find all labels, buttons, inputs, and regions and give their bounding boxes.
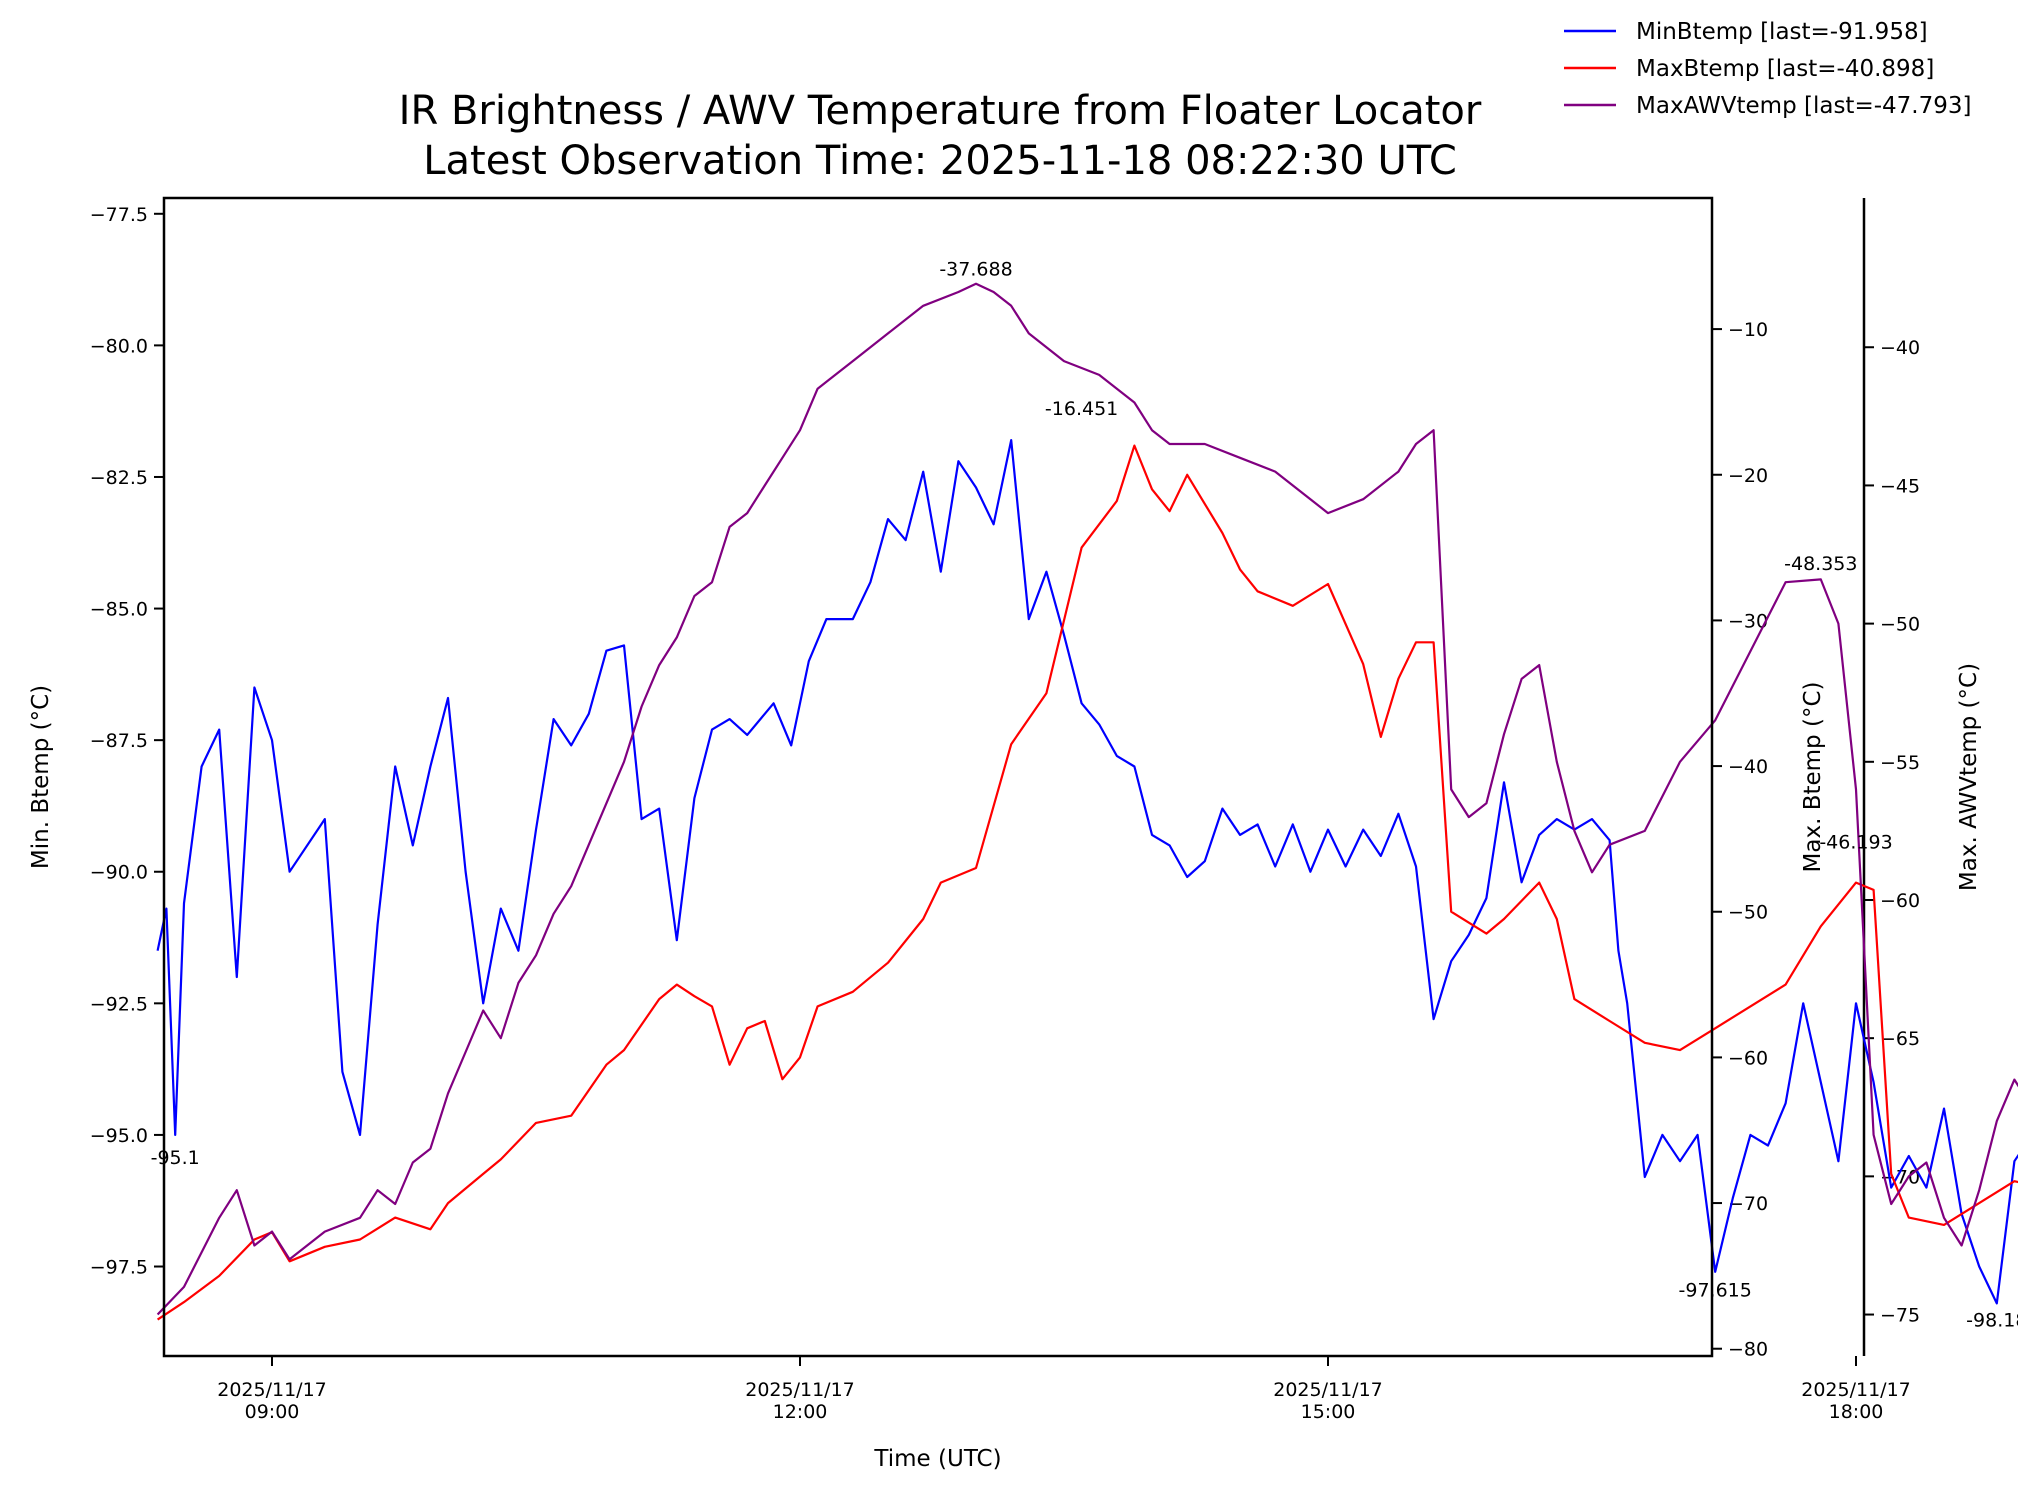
y-tick-label-awv: −55 — [1880, 752, 1920, 774]
y-tick-label-max: −70 — [1728, 1193, 1768, 1215]
data-label: -97.615 — [1679, 1280, 1752, 1302]
data-label: -95.1 — [151, 1147, 200, 1169]
y-tick-label-min: −82.5 — [90, 467, 148, 489]
data-label: -48.353 — [1784, 553, 1857, 575]
x-tick-label-time: 18:00 — [1829, 1401, 1884, 1423]
y-axis-label-max: Max. Btemp (°C) — [1800, 682, 1826, 873]
y-tick-label-max: −40 — [1728, 756, 1768, 778]
y-tick-label-min: −97.5 — [90, 1257, 148, 1279]
y-tick-label-max: −20 — [1728, 465, 1768, 487]
data-label: -16.451 — [1045, 398, 1118, 420]
x-tick-label-date: 2025/11/17 — [1273, 1379, 1383, 1401]
y-tick-label-min: −95.0 — [90, 1125, 148, 1147]
y-tick-label-min: −92.5 — [90, 993, 148, 1015]
y-tick-label-max: −60 — [1728, 1047, 1768, 1069]
y-tick-label-awv: −40 — [1880, 337, 1920, 359]
y-tick-label-max: −30 — [1728, 610, 1768, 632]
x-tick-label-date: 2025/11/17 — [745, 1379, 855, 1401]
annotations-layer: -37.688-16.451-48.353-46.193-37.227-7.43… — [151, 258, 2018, 1331]
legend: MinBtemp [last=-91.958] MaxBtemp [last=-… — [1564, 19, 1971, 119]
y-tick-label-max: −50 — [1728, 902, 1768, 924]
legend-label-maxbtemp: MaxBtemp [last=-40.898] — [1636, 56, 1934, 82]
y-tick-label-awv: −75 — [1880, 1305, 1920, 1327]
series-line-minbtemp — [156, 439, 2018, 1305]
x-tick-label-date: 2025/11/17 — [217, 1379, 327, 1401]
data-label: -46.193 — [1819, 831, 1892, 853]
y-tick-label-min: −80.0 — [90, 335, 148, 357]
x-tick-label-date: 2025/11/17 — [1801, 1379, 1911, 1401]
series-layer — [156, 282, 2018, 1321]
y-tick-label-min: −77.5 — [90, 204, 148, 226]
x-axis-label: Time (UTC) — [873, 1446, 1001, 1472]
y-axis-label-awv: Max. AWVtemp (°C) — [1956, 663, 1982, 891]
y-tick-label-max: −10 — [1728, 319, 1768, 341]
y-tick-label-awv: −50 — [1880, 614, 1920, 636]
y-tick-label-awv: −65 — [1880, 1028, 1920, 1050]
y-tick-label-min: −90.0 — [90, 862, 148, 884]
x-tick-label-time: 09:00 — [245, 1401, 300, 1423]
series-line-maxbtemp — [156, 444, 2018, 1321]
series-line-maxawvtemp — [156, 282, 2018, 1316]
chart-subtitle: Latest Observation Time: 2025-11-18 08:2… — [423, 138, 1457, 184]
legend-label-minbtemp: MinBtemp [last=-91.958] — [1636, 19, 1928, 45]
y-tick-label-awv: −60 — [1880, 890, 1920, 912]
data-label: -98.18 — [1966, 1309, 2018, 1331]
y-axis-label-min: Min. Btemp (°C) — [28, 685, 54, 869]
y-tick-label-min: −87.5 — [90, 730, 148, 752]
y-tick-label-min: −85.0 — [90, 599, 148, 621]
axes-layer: 2025/11/1709:002025/11/1712:002025/11/17… — [90, 198, 1920, 1423]
x-tick-label-time: 15:00 — [1301, 1401, 1356, 1423]
x-tick-label-time: 12:00 — [773, 1401, 828, 1423]
data-label: -37.688 — [939, 258, 1012, 280]
chart-title: IR Brightness / AWV Temperature from Flo… — [399, 88, 1482, 134]
y-tick-label-max: −80 — [1728, 1339, 1768, 1361]
y-tick-label-awv: −45 — [1880, 475, 1920, 497]
legend-label-maxawvtemp: MaxAWVtemp [last=-47.793] — [1636, 93, 1971, 119]
plot-frame — [162, 196, 1714, 1358]
